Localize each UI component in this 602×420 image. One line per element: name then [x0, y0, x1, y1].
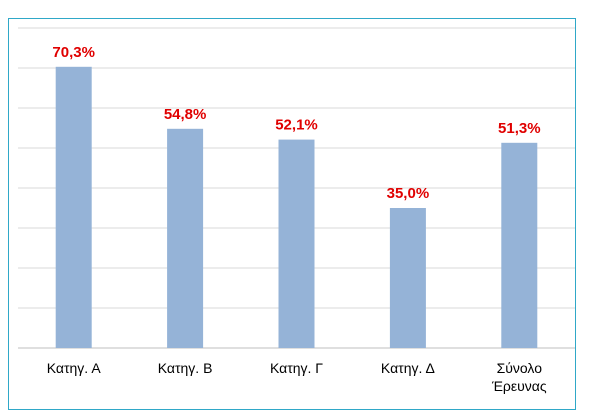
category-label-4-line-0: Σύνολο — [497, 360, 543, 376]
bar-4 — [501, 142, 538, 348]
data-label-0: 70,3% — [52, 44, 95, 61]
category-label-4-line-1: Έρευνας — [491, 378, 547, 394]
bar-1 — [167, 128, 204, 348]
category-label-1: Κατηγ. Β — [158, 360, 213, 376]
data-label-1: 54,8% — [164, 106, 207, 123]
bar-2 — [278, 139, 315, 348]
bar-0 — [55, 66, 92, 349]
data-label-3: 35,0% — [387, 185, 430, 202]
bar-3 — [389, 208, 426, 348]
data-label-4: 51,3% — [498, 120, 541, 137]
category-label-3: Κατηγ. Δ — [381, 360, 435, 376]
category-label-0: Κατηγ. Α — [47, 360, 102, 376]
data-label-2: 52,1% — [275, 117, 318, 134]
category-label-2: Κατηγ. Γ — [270, 360, 323, 376]
